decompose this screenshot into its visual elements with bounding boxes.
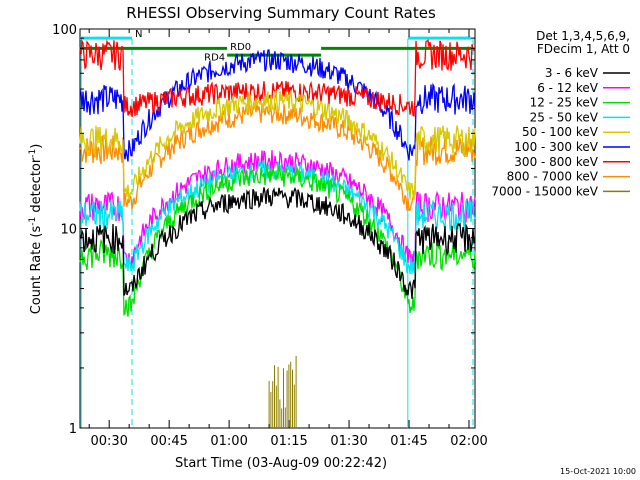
y-axis-ticks: 1 10 100 [52,23,475,437]
x-axis-label: Start Time (03-Aug-09 00:22:42) [175,456,387,471]
legend: Det 1,3,4,5,6,9, FDecim 1, Att 0 3 - 6 k… [491,29,630,198]
legend-label: 800 - 7000 keV [507,170,599,184]
mode-bar-label: RD0 [230,42,251,53]
legend-label: 100 - 300 keV [514,140,598,154]
legend-label: 300 - 800 keV [514,155,598,169]
x-tick-label: 00:45 [150,434,187,449]
y-axis-label: Count Rate (s-1 detector-1) [28,144,44,315]
x-tick-label: 01:45 [390,434,427,449]
series-line-4 [79,90,476,201]
y-axis-label-main: Count Rate (s [29,226,44,315]
series-line-3 [79,160,476,275]
legend-header-line-1: Det 1,3,4,5,6,9, [536,29,630,43]
series-line-0 [79,186,476,299]
legend-label: 25 - 50 keV [530,110,599,124]
y-tick-label: 10 [60,223,77,238]
y-tick-label: 100 [52,23,77,38]
legend-label: 3 - 6 keV [545,66,599,80]
y-axis-label-mid: detector [29,157,44,217]
series-line-5 [79,49,476,162]
series-line-6 [79,38,476,118]
mode-bar-label: RD4 [204,52,225,63]
mode-bar-label: N [135,29,142,40]
y-axis-label-sup2: -1 [28,149,38,158]
y-tick-label: 1 [69,422,77,437]
legend-header-line-2: FDecim 1, Att 0 [537,42,630,56]
x-axis-ticks: 00:30 00:45 01:00 01:15 01:30 01:45 02:00 [88,29,488,449]
chart-title: RHESSI Observing Summary Count Rates [126,4,436,22]
y-axis-label-end: ) [29,144,44,149]
y-axis-label-sup1: -1 [28,217,38,226]
x-tick-label: 01:15 [270,434,307,449]
footer-date: 15-Oct-2021 10:00 [560,467,636,476]
x-tick-label: 01:00 [210,434,247,449]
series-line-7 [79,102,476,212]
x-tick-label: 01:30 [330,434,367,449]
series-group [79,38,476,428]
series-line-2 [79,164,476,317]
legend-label: 50 - 100 keV [522,125,599,139]
legend-label: 12 - 25 keV [530,96,599,110]
legend-label: 6 - 12 keV [537,81,599,95]
legend-label: 7000 - 15000 keV [491,184,598,198]
x-tick-label: 00:30 [90,434,127,449]
x-tick-label: 02:00 [450,434,487,449]
